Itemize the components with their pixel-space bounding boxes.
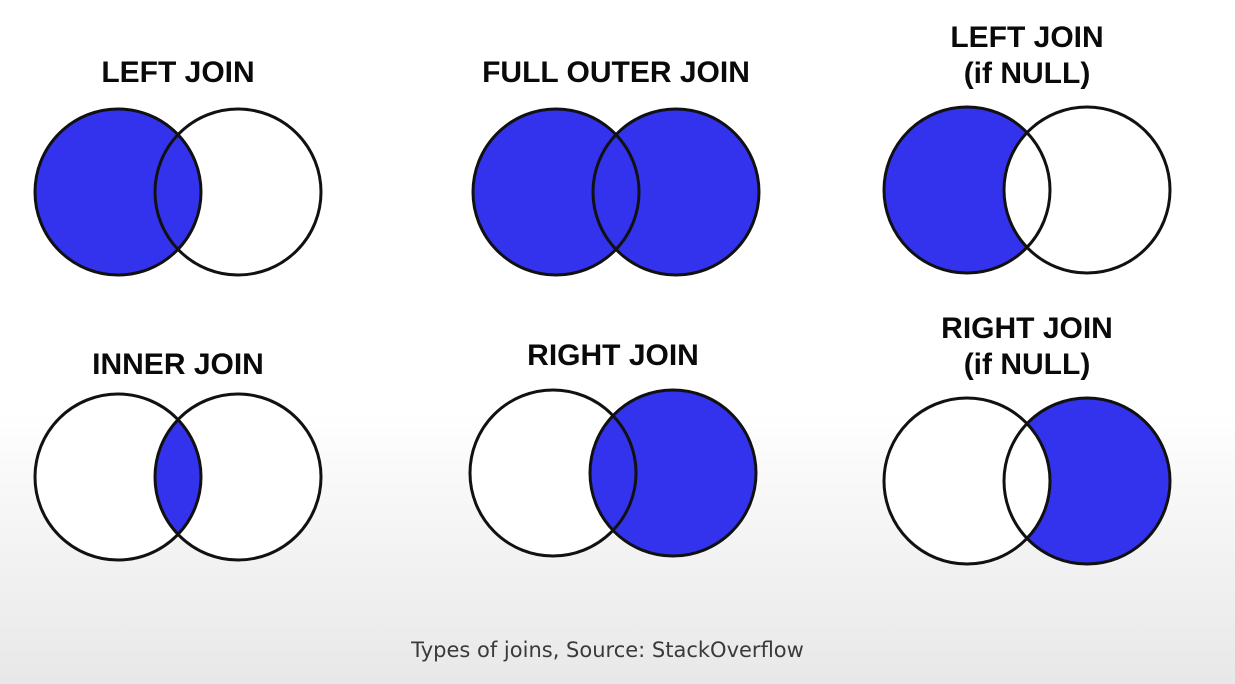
caption: Types of joins, Source: StackOverflow — [411, 638, 804, 662]
diagram-title-line: (if NULL) — [963, 57, 1091, 90]
diagram-title-line: RIGHT JOIN — [527, 339, 699, 372]
diagram-title: RIGHT JOIN (if NULL) — [877, 311, 1177, 383]
diagram-title-line: FULL OUTER JOIN — [482, 56, 750, 89]
left-circle-outline — [468, 388, 638, 558]
diagram-title: INNER JOIN — [28, 347, 328, 383]
venn-right-join: RIGHT JOIN — [463, 338, 763, 628]
venn-diagram — [882, 105, 1172, 275]
left-set-region — [35, 109, 201, 275]
right-circle-outline — [588, 388, 758, 558]
right-circle-bg — [1004, 107, 1170, 273]
venn-diagram — [882, 396, 1172, 566]
right-circle-outline — [591, 107, 761, 277]
diagram-title-line: LEFT JOIN — [101, 56, 255, 89]
venn-diagram — [468, 388, 758, 558]
diagram-title-line: RIGHT JOIN — [941, 312, 1113, 345]
diagram-title: RIGHT JOIN — [463, 338, 763, 374]
venn-right-join-if-null: RIGHT JOIN (if NULL) — [877, 311, 1177, 601]
right-circle-outline — [1002, 396, 1172, 566]
diagram-title: FULL OUTER JOIN — [436, 55, 796, 91]
right-circle-outline — [153, 392, 323, 562]
right-circle-outline — [153, 107, 323, 277]
venn-left-join: LEFT JOIN — [28, 55, 328, 345]
diagram-title-line: (if NULL) — [963, 348, 1091, 381]
venn-diagram — [33, 107, 323, 277]
diagram-title: LEFT JOIN (if NULL) — [877, 20, 1177, 92]
diagram-title-line: LEFT JOIN — [950, 21, 1104, 54]
left-circle-outline — [882, 396, 1052, 566]
venn-diagram — [471, 107, 761, 277]
right-set-region — [590, 390, 756, 556]
left-circle-bg — [470, 390, 636, 556]
left-circle-bg — [884, 398, 1050, 564]
diagram-title-line: INNER JOIN — [92, 348, 264, 381]
venn-inner-join: INNER JOIN — [28, 347, 328, 637]
right-circle-bg — [155, 109, 321, 275]
venn-diagram — [33, 392, 323, 562]
left-set-region — [473, 109, 639, 275]
diagram-title: LEFT JOIN — [28, 55, 328, 91]
left-set-region — [884, 107, 1050, 273]
venn-full-outer-join: FULL OUTER JOIN — [466, 55, 766, 345]
left-circle-bg — [35, 394, 201, 560]
left-circle-outline — [471, 107, 641, 277]
right-set-region — [593, 109, 759, 275]
right-circle-outline — [1002, 105, 1172, 275]
right-circle-bg — [155, 394, 321, 560]
left-circle-outline — [33, 107, 203, 277]
left-circle-outline — [882, 105, 1052, 275]
left-circle-outline — [33, 392, 203, 562]
venn-left-join-if-null: LEFT JOIN (if NULL) — [877, 20, 1177, 310]
right-set-region — [1004, 398, 1170, 564]
